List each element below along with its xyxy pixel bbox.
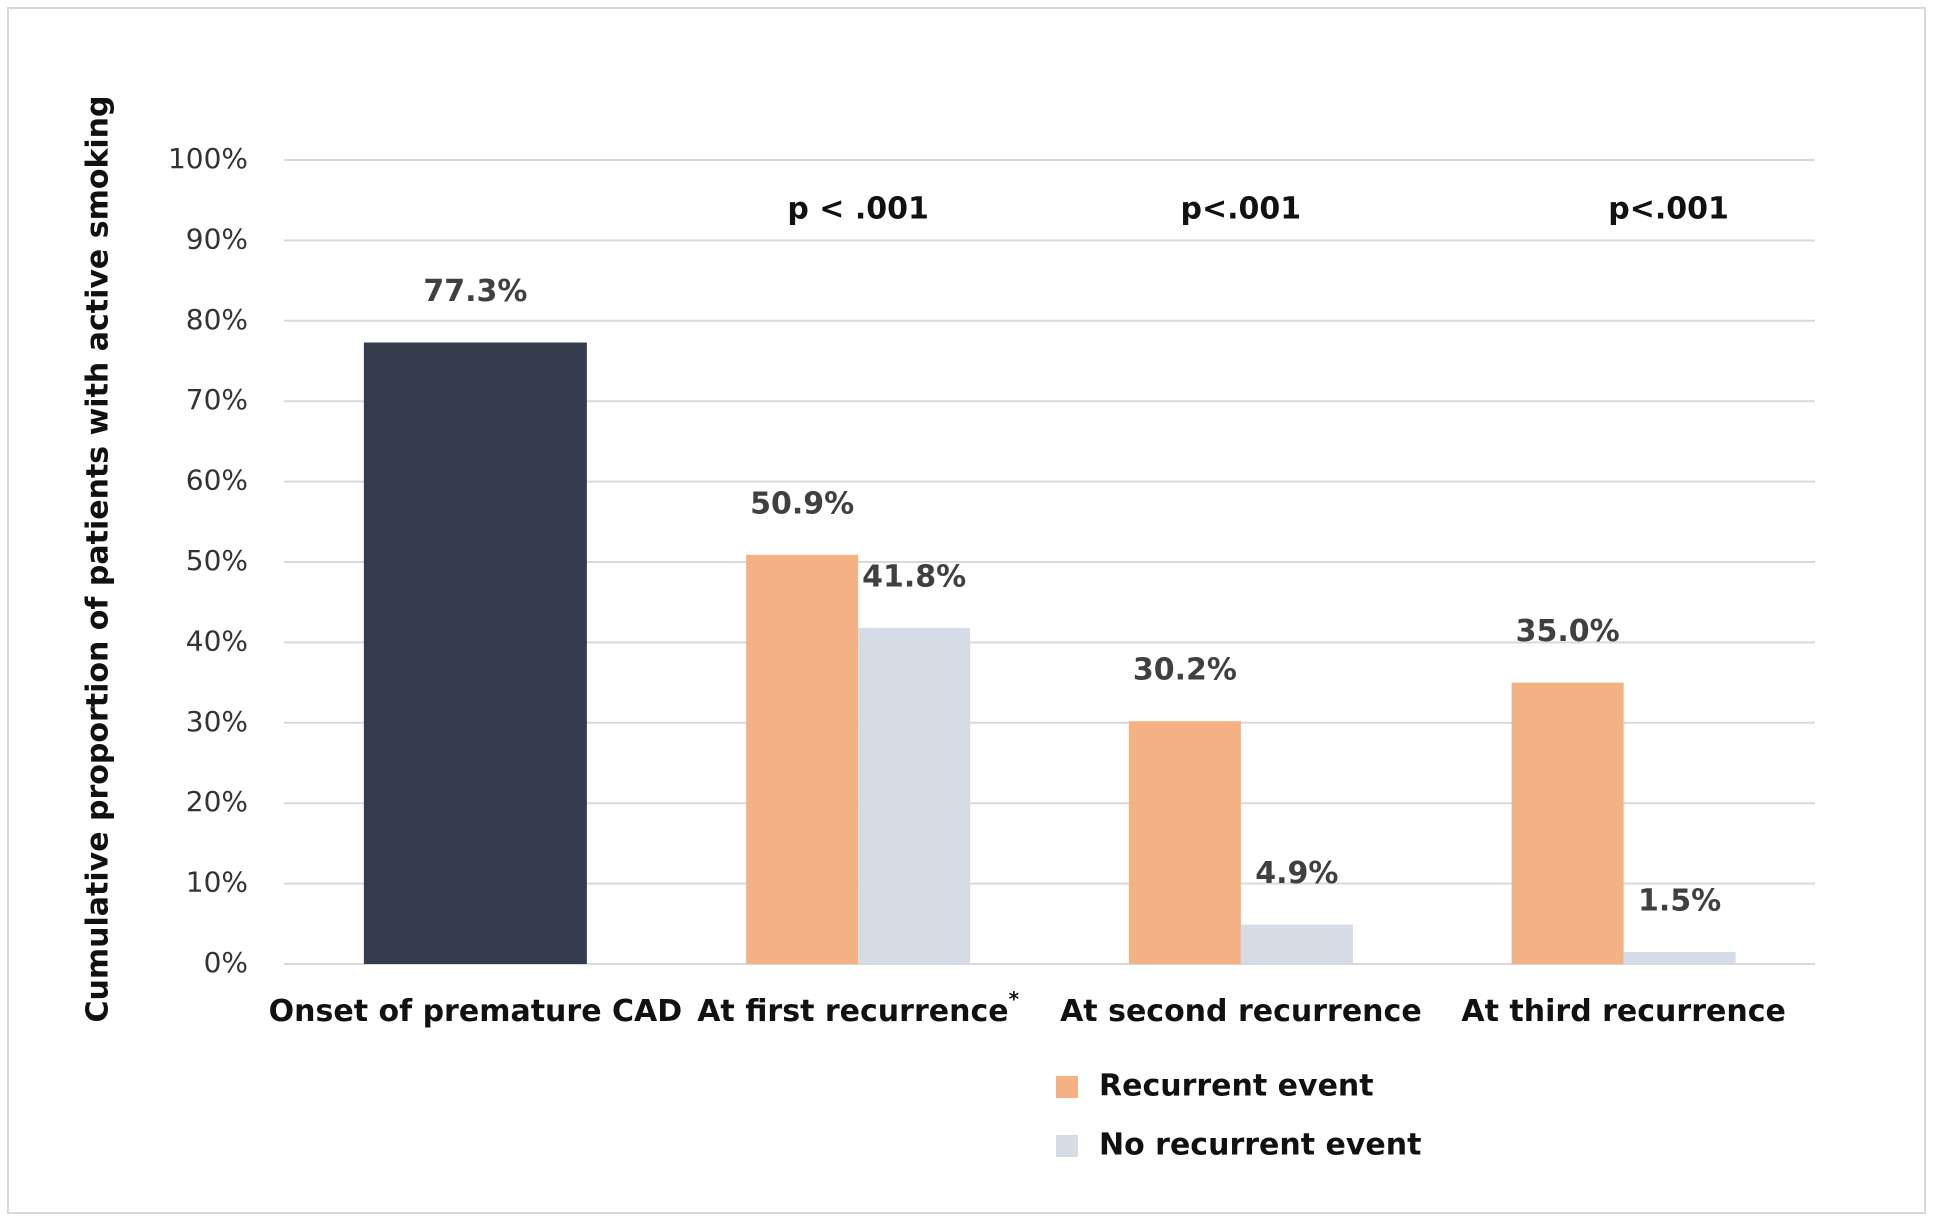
p-value: p < .001 — [787, 192, 929, 227]
bar — [858, 627, 971, 964]
legend-swatch — [1056, 1135, 1078, 1157]
y-tick-label: 50% — [186, 544, 248, 577]
x-tick-label: Onset of premature CAD — [269, 994, 683, 1029]
y-tick-label: 100% — [168, 142, 248, 175]
legend-swatch — [1056, 1076, 1078, 1098]
x-tick-label: At first recurrence* — [697, 987, 1019, 1029]
y-tick-label: 70% — [186, 383, 248, 416]
value-label: 77.3% — [423, 274, 527, 309]
value-label: 4.9% — [1255, 856, 1338, 891]
category-name: At second recurrence — [1060, 994, 1422, 1029]
legend-label: No recurrent event — [1099, 1128, 1421, 1163]
y-tick-label: 80% — [186, 303, 248, 336]
y-tick-label: 0% — [204, 946, 248, 979]
bar — [1623, 951, 1736, 964]
p-value: p<.001 — [1181, 192, 1302, 227]
bar — [1240, 924, 1353, 964]
legend-label: Recurrent event — [1099, 1069, 1374, 1104]
y-tick-label: 30% — [186, 705, 248, 738]
bar — [1128, 721, 1241, 964]
category-name: Onset of premature CAD — [269, 994, 683, 1029]
chart-frame — [7, 7, 1926, 1214]
value-label: 41.8% — [862, 559, 966, 594]
y-tick-label: 90% — [186, 222, 248, 255]
value-label: 30.2% — [1133, 653, 1237, 688]
x-tick-label: At second recurrence — [1060, 994, 1422, 1029]
value-label: 50.9% — [750, 486, 854, 521]
bar — [363, 342, 587, 964]
x-tick-label: At third recurrence — [1461, 994, 1785, 1029]
category-name: At third recurrence — [1461, 994, 1785, 1029]
category-name: At first recurrence — [697, 994, 1008, 1029]
y-tick-label: 10% — [186, 866, 248, 899]
bar — [746, 554, 859, 964]
value-label: 1.5% — [1638, 883, 1721, 918]
y-tick-label: 20% — [186, 785, 248, 818]
y-tick-label: 40% — [186, 624, 248, 657]
p-value: p<.001 — [1608, 192, 1729, 227]
value-label: 35.0% — [1516, 614, 1620, 649]
y-axis-title: Cumulative proportion of patients with a… — [81, 95, 116, 1022]
footnote-mark: * — [1009, 987, 1020, 1011]
bar — [1511, 682, 1624, 964]
y-tick-label: 60% — [186, 464, 248, 497]
